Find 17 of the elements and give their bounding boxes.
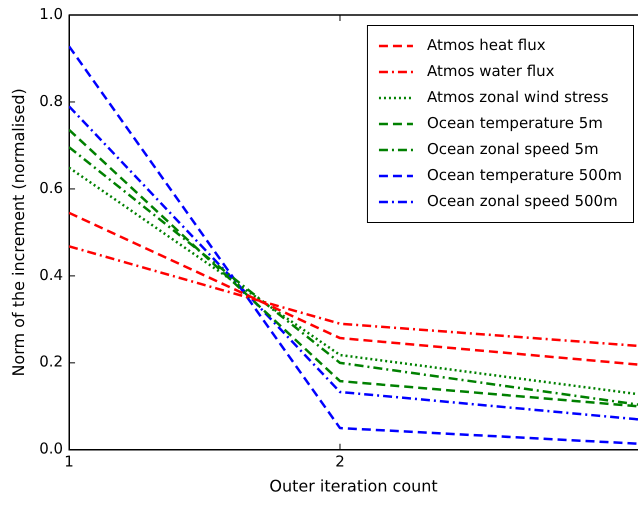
x-axis-title: Outer iteration count [269, 476, 438, 496]
y-tick-label: 0.2 [39, 352, 64, 371]
legend-label: Atmos water flux [426, 62, 555, 80]
legend-label: Atmos heat flux [426, 36, 546, 54]
x-tick-label: 2 [335, 452, 345, 471]
legend-label: Ocean zonal speed 500m [426, 192, 618, 210]
legend-label: Ocean zonal speed 5m [426, 140, 599, 158]
y-tick-label: 1.0 [39, 4, 64, 23]
legend-label: Atmos zonal wind stress [426, 88, 609, 106]
y-axis-title: Norm of the increment (normalised) [8, 88, 28, 377]
y-tick-label: 0.0 [39, 440, 64, 458]
y-tick-label: 0.4 [39, 266, 64, 284]
legend-label: Ocean temperature 500m [426, 166, 622, 184]
x-tick-label: 1 [64, 452, 74, 471]
y-tick-label: 0.8 [39, 92, 64, 110]
y-tick-label: 0.6 [39, 178, 64, 197]
legend-label: Ocean temperature 5m [426, 114, 603, 132]
